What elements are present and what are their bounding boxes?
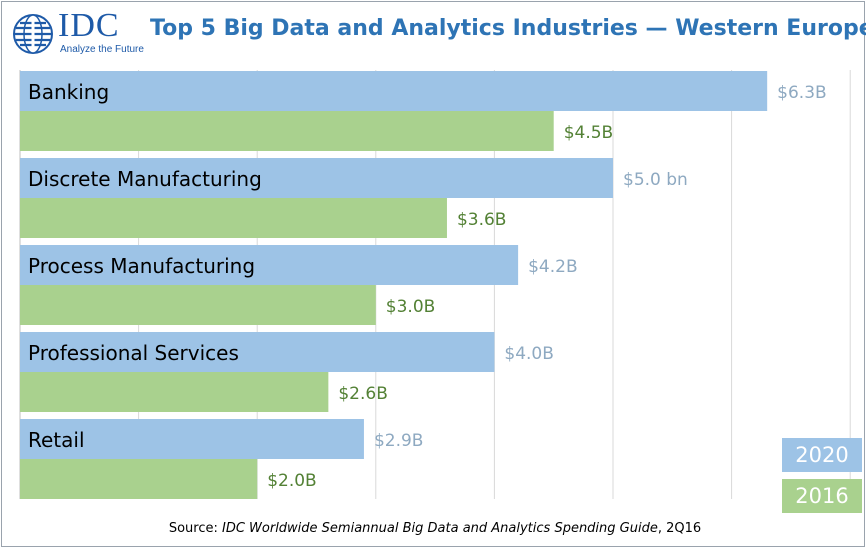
bar-2016 <box>20 111 554 151</box>
data-label-2020: $6.3B <box>777 83 827 103</box>
legend-item-2020: 2020 <box>782 438 862 472</box>
data-label-2016: $4.5B <box>564 123 614 143</box>
bar-2020 <box>20 158 613 198</box>
data-label-2016: $3.6B <box>457 210 507 230</box>
idc-logo: IDC Analyze the Future <box>12 7 144 55</box>
category-label: Professional Services <box>28 341 239 365</box>
bar-2016 <box>20 372 329 412</box>
data-label-2020: $4.0B <box>504 344 554 364</box>
bar-2020 <box>20 419 364 459</box>
source-suffix: , 2Q16 <box>657 521 702 536</box>
data-label-2016: $3.0B <box>386 297 436 317</box>
data-label-2020: $5.0 bn <box>623 170 688 190</box>
bar-2020 <box>20 71 768 111</box>
data-label-2020: $4.2B <box>528 257 578 277</box>
data-label-2020: $2.9B <box>374 431 424 451</box>
bar-2020 <box>20 332 495 372</box>
category-label: Process Manufacturing <box>28 254 255 278</box>
data-label-2016: $2.6B <box>338 384 388 404</box>
bar-2016 <box>20 459 258 499</box>
source-prefix: Source: <box>168 521 222 536</box>
logo-tagline: Analyze the Future <box>60 44 144 55</box>
chart-title: Top 5 Big Data and Analytics Industries … <box>150 16 866 41</box>
bar-2016 <box>20 198 447 238</box>
logo-wordmark: IDC <box>58 7 120 44</box>
category-label: Retail <box>28 428 85 452</box>
category-label: Discrete Manufacturing <box>28 167 262 191</box>
source-note: Source: IDC Worldwide Semiannual Big Dat… <box>2 521 866 536</box>
legend-item-2016: 2016 <box>782 479 862 513</box>
bar-2020 <box>20 245 519 285</box>
data-label-2016: $2.0B <box>267 471 317 491</box>
bar-2016 <box>20 285 376 325</box>
category-label: Banking <box>28 80 109 104</box>
globe-icon <box>13 14 53 54</box>
source-publication: IDC Worldwide Semiannual Big Data and An… <box>221 521 658 536</box>
